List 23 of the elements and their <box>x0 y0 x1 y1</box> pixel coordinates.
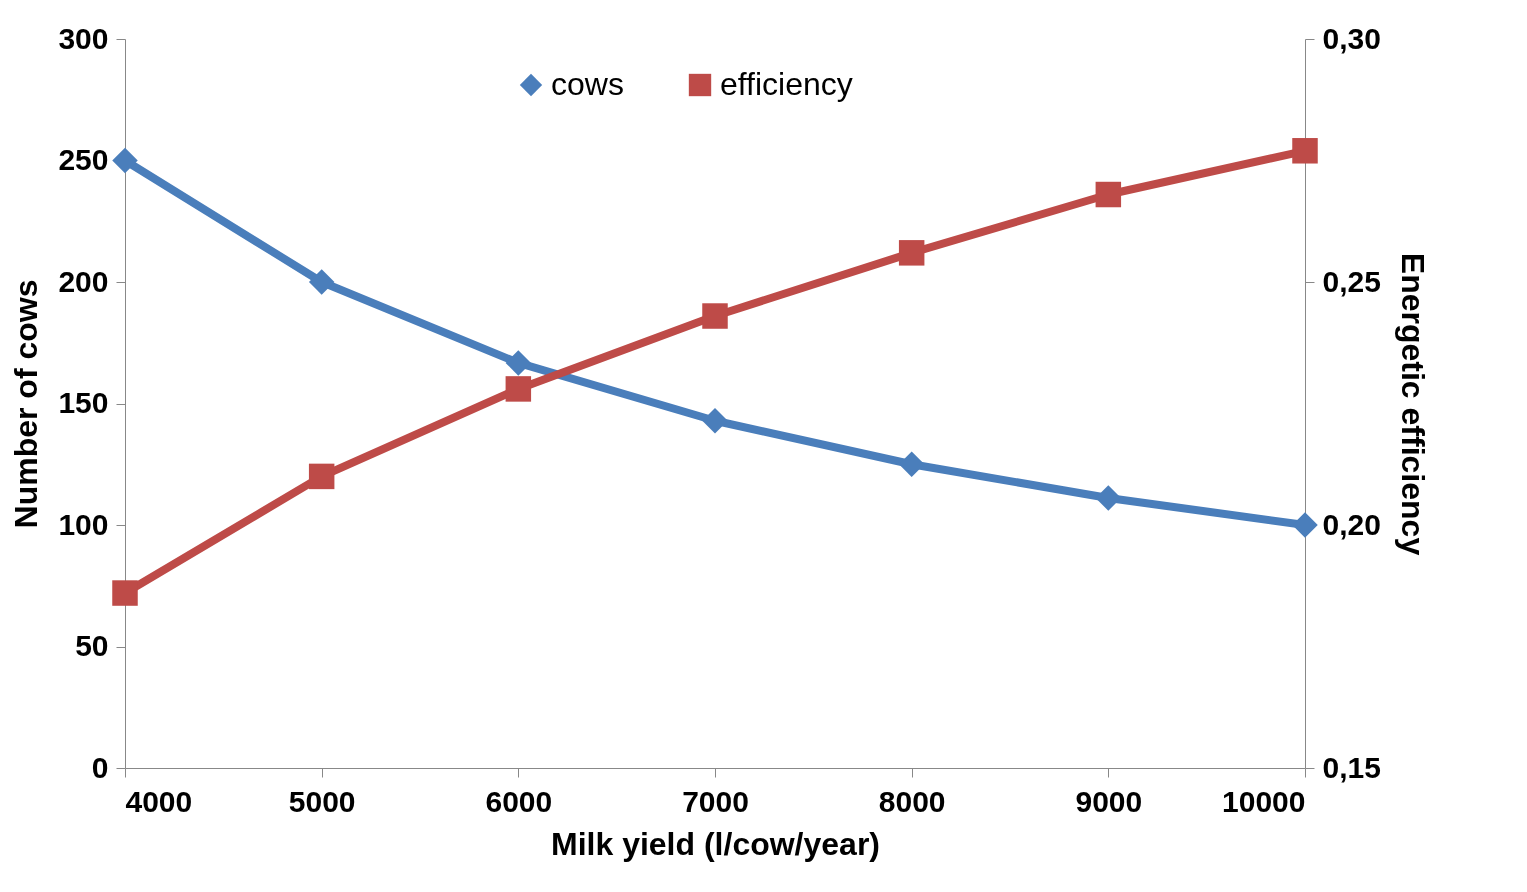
x-tick-label: 4000 <box>125 784 193 818</box>
x-tick-label: 5000 <box>288 784 356 818</box>
legend-label: efficiency <box>720 66 853 102</box>
y-axis-title: Number of cows <box>8 279 45 529</box>
y-tick-label: 0 <box>91 750 109 784</box>
y2-tick-label: 0,25 <box>1322 264 1381 298</box>
x-tick-label: 6000 <box>485 784 553 818</box>
y-tick-label: 250 <box>58 143 109 176</box>
y-tick-label: 100 <box>58 507 109 541</box>
y-tick-label: 150 <box>58 386 109 419</box>
y2-tick-label: 0,20 <box>1322 507 1381 541</box>
y-tick-label: 200 <box>58 264 109 298</box>
legend-label: cows <box>551 66 624 102</box>
y2-axis-title: Energetic efficiency <box>1394 252 1431 556</box>
x-tick-label: 10000 <box>1222 784 1306 818</box>
x-tick-label: 7000 <box>682 784 749 818</box>
y2-tick-label: 0,30 <box>1322 21 1381 55</box>
y-tick-label: 50 <box>75 629 109 662</box>
y-tick-label: 300 <box>58 21 109 55</box>
y2-tick-label: 0,15 <box>1322 750 1381 784</box>
x-tick-label: 8000 <box>878 784 946 818</box>
x-axis-title: Milk yield (l/cow/year) <box>551 825 880 862</box>
x-tick-label: 9000 <box>1075 784 1143 818</box>
